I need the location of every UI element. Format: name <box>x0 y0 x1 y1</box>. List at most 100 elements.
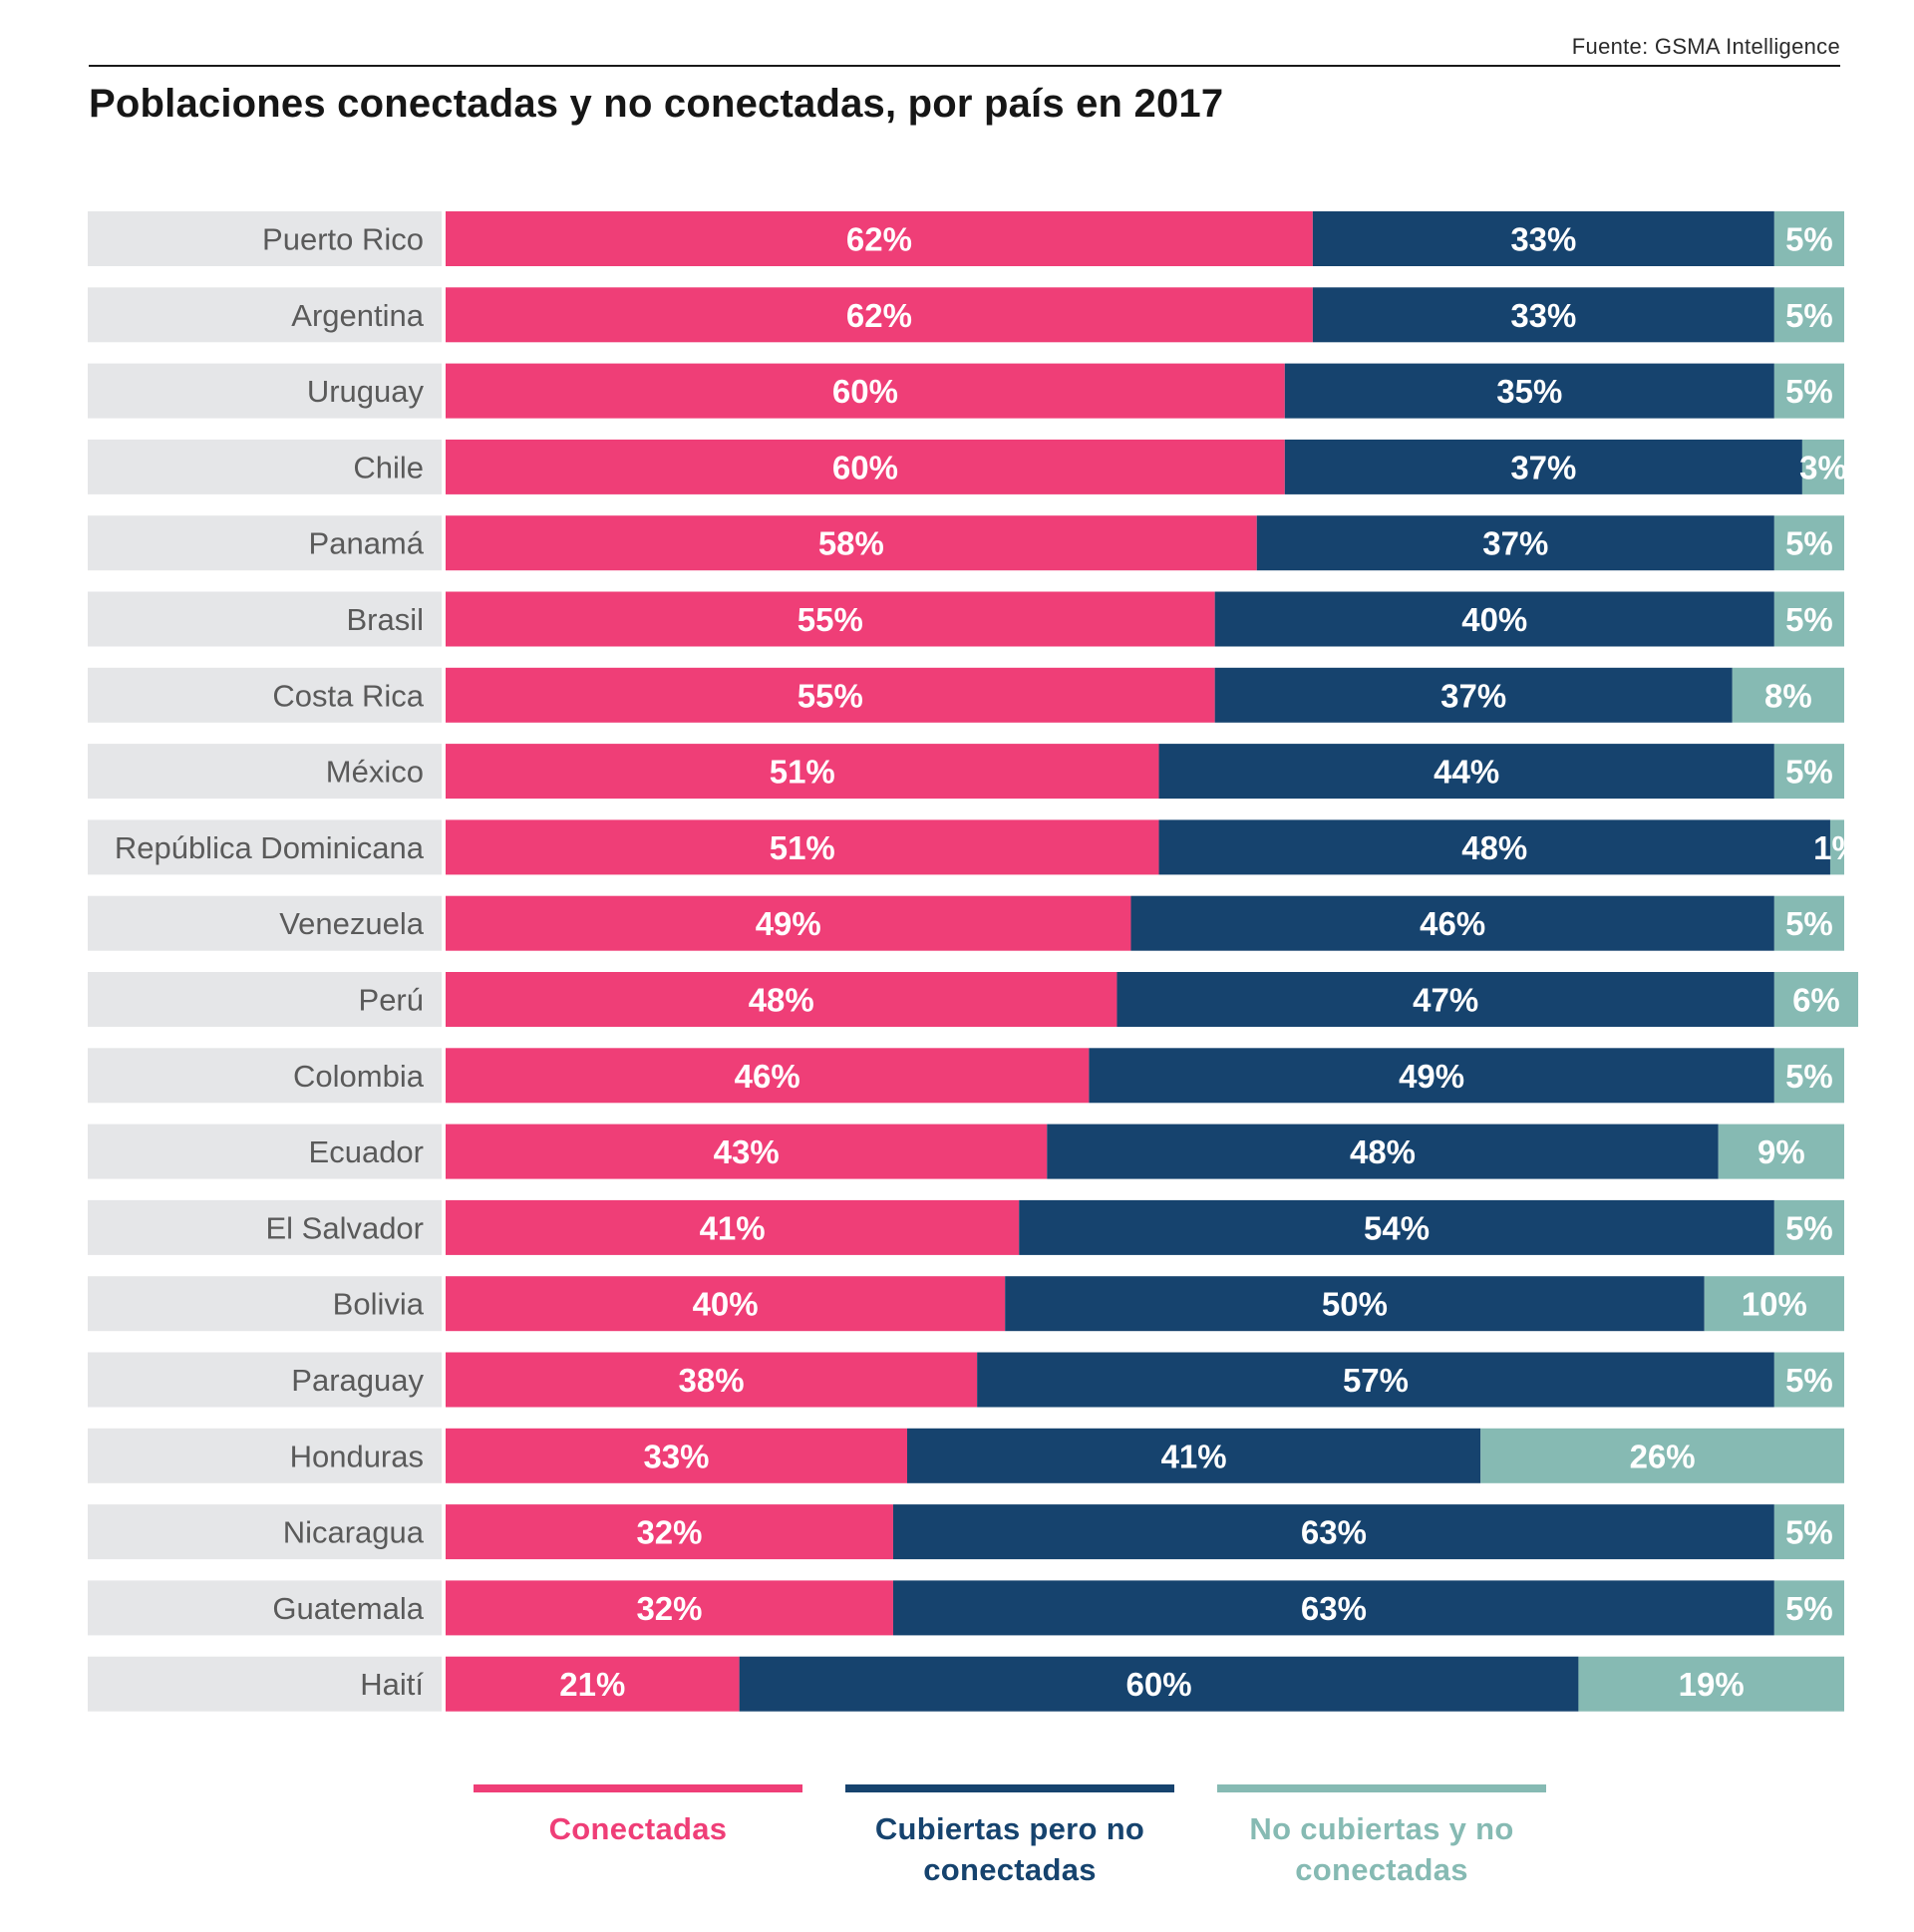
country-label: Honduras <box>290 1439 424 1473</box>
bar-segment-covered_not_connected <box>892 1504 1774 1560</box>
bar-row-costa-rica: Costa Rica 55% 37% 8% <box>88 667 1844 723</box>
country-label-bg <box>88 1656 442 1712</box>
chart-title: Poblaciones conectadas y no conectadas, … <box>89 82 1224 126</box>
data-label-connected: 51% <box>770 829 835 866</box>
data-label-not_covered: 5% <box>1785 1514 1833 1551</box>
data-label-connected: 21% <box>559 1666 625 1703</box>
data-label-not_covered: 9% <box>1757 1133 1805 1170</box>
legend-label-not-covered-line1: No cubiertas y no <box>1249 1811 1514 1846</box>
bar-segment-connected <box>446 1048 1090 1104</box>
bar-row-el-salvador: El Salvador 41% 54% 5% <box>88 1199 1844 1255</box>
country-label: Paraguay <box>291 1363 424 1398</box>
data-label-connected: 62% <box>846 221 912 258</box>
data-label-not_covered: 5% <box>1785 905 1833 942</box>
data-label-covered_not_connected: 63% <box>1301 1590 1367 1627</box>
bar-segment-not_covered <box>1773 1580 1844 1636</box>
data-label-connected: 55% <box>798 601 863 638</box>
bar-segment-not_covered <box>1773 591 1844 647</box>
country-label-bg <box>88 1428 442 1483</box>
data-label-covered_not_connected: 37% <box>1510 449 1576 485</box>
data-label-covered_not_connected: 50% <box>1322 1286 1388 1323</box>
data-label-connected: 60% <box>832 449 898 485</box>
country-label-bg <box>88 363 442 419</box>
data-label-covered_not_connected: 48% <box>1350 1133 1416 1170</box>
bar-segment-connected <box>446 1428 907 1483</box>
legend-label-covered-line1: Cubiertas pero no <box>874 1811 1145 1846</box>
data-label-connected: 32% <box>636 1514 702 1551</box>
bar-row-panam-: Panamá 58% 37% 5% <box>88 515 1844 571</box>
bar-segment-covered_not_connected <box>1158 819 1830 875</box>
bar-row-bolivia: Bolivia 40% 50% 10% <box>88 1276 1844 1332</box>
bar-segment-covered_not_connected <box>1284 363 1774 419</box>
data-label-not_covered: 5% <box>1785 525 1833 562</box>
bar-segment-not_covered <box>1773 1352 1844 1408</box>
data-label-connected: 32% <box>636 1590 702 1627</box>
data-label-covered_not_connected: 35% <box>1496 373 1562 410</box>
bar-segment-not_covered <box>1773 1048 1844 1104</box>
bar-segment-connected <box>446 895 1131 951</box>
country-label-bg <box>88 591 442 647</box>
country-label: Chile <box>353 450 424 484</box>
legend-label-covered-line2: conectadas <box>923 1852 1097 1887</box>
bar-segment-not_covered <box>1732 667 1844 723</box>
country-label-bg <box>88 819 442 875</box>
bar-segment-not_covered <box>1773 1504 1844 1560</box>
country-label: Colombia <box>293 1059 425 1094</box>
country-label-bg <box>88 439 442 494</box>
bar-segment-connected <box>446 819 1159 875</box>
country-label: México <box>326 755 424 790</box>
bar-segment-connected <box>446 363 1285 419</box>
legend-label-covered-not-connected: Cubiertas pero no conectadas <box>845 1808 1174 1890</box>
legend-label-not-covered-line2: conectadas <box>1295 1852 1468 1887</box>
data-label-connected: 62% <box>846 297 912 334</box>
bar-segment-covered_not_connected <box>1214 591 1774 647</box>
legend-swatch-not-covered <box>1217 1784 1546 1792</box>
bar-segment-not_covered <box>1773 211 1844 266</box>
data-label-not_covered: 5% <box>1785 754 1833 791</box>
bar-segment-not_covered <box>1578 1656 1844 1712</box>
source-note: Fuente: GSMA Intelligence <box>1571 34 1840 59</box>
bar-segment-covered_not_connected <box>1284 439 1802 494</box>
country-label: Haití <box>360 1667 424 1702</box>
legend-label-not-covered: No cubiertas y no conectadas <box>1217 1808 1546 1890</box>
bar-segment-not_covered <box>1829 819 1844 875</box>
country-label-bg <box>88 1276 442 1332</box>
bar-row-ecuador: Ecuador 43% 48% 9% <box>88 1124 1844 1179</box>
country-label: Brasil <box>346 602 424 637</box>
data-label-covered_not_connected: 48% <box>1461 829 1527 866</box>
bar-segment-not_covered <box>1773 515 1844 571</box>
bar-segment-connected <box>446 211 1313 266</box>
country-label: Nicaragua <box>283 1515 425 1550</box>
bar-row-per-: Perú 48% 47% 6% <box>88 972 1859 1027</box>
bar-segment-not_covered <box>1773 1199 1844 1255</box>
data-label-not_covered: 5% <box>1785 373 1833 410</box>
data-label-connected: 51% <box>770 754 835 791</box>
bar-row-colombia: Colombia 46% 49% 5% <box>88 1048 1844 1104</box>
data-label-connected: 43% <box>714 1133 780 1170</box>
data-label-covered_not_connected: 49% <box>1399 1058 1464 1095</box>
data-label-connected: 55% <box>798 677 863 714</box>
bar-segment-covered_not_connected <box>1005 1276 1705 1332</box>
bar-row-rep-blica-dominicana: República Dominicana 51% 48% 1% <box>88 819 1861 875</box>
country-label: Puerto Rico <box>262 222 424 257</box>
bar-segment-covered_not_connected <box>1158 744 1774 800</box>
bar-segment-covered_not_connected <box>977 1352 1774 1408</box>
data-label-covered_not_connected: 41% <box>1161 1438 1227 1474</box>
data-label-covered_not_connected: 60% <box>1125 1666 1191 1703</box>
bar-segment-covered_not_connected <box>1130 895 1774 951</box>
bar-segment-connected <box>446 1352 978 1408</box>
data-label-covered_not_connected: 33% <box>1510 221 1576 258</box>
legend-label-connected-line1: Conectadas <box>548 1811 728 1846</box>
data-label-covered_not_connected: 57% <box>1343 1362 1409 1399</box>
country-label-bg <box>88 1580 442 1636</box>
country-label: Uruguay <box>307 374 425 409</box>
data-label-connected: 48% <box>749 982 814 1019</box>
country-label-bg <box>88 1504 442 1560</box>
bar-segment-covered_not_connected <box>1214 667 1733 723</box>
data-label-covered_not_connected: 37% <box>1440 677 1506 714</box>
bar-segment-not_covered <box>1704 1276 1844 1332</box>
legend-label-connected: Conectadas <box>474 1808 802 1849</box>
data-label-connected: 40% <box>693 1286 759 1323</box>
country-label: Venezuela <box>279 906 425 941</box>
bar-segment-not_covered <box>1773 363 1844 419</box>
